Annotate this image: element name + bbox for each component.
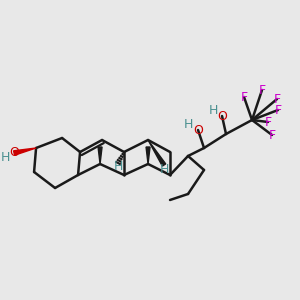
Text: H: H bbox=[208, 103, 218, 116]
Text: F: F bbox=[274, 103, 282, 116]
Polygon shape bbox=[14, 148, 36, 155]
Text: H: H bbox=[113, 160, 123, 173]
Text: H: H bbox=[159, 164, 169, 176]
Text: F: F bbox=[241, 91, 248, 103]
Text: H: H bbox=[0, 152, 10, 164]
Text: O: O bbox=[9, 146, 19, 160]
Text: H: H bbox=[183, 118, 193, 130]
Text: F: F bbox=[268, 128, 276, 142]
Text: F: F bbox=[258, 83, 266, 97]
Text: O: O bbox=[217, 110, 227, 122]
Text: F: F bbox=[264, 116, 272, 128]
Text: O: O bbox=[193, 124, 203, 136]
Polygon shape bbox=[98, 147, 102, 164]
Text: F: F bbox=[273, 92, 280, 106]
Polygon shape bbox=[146, 147, 150, 164]
Polygon shape bbox=[148, 140, 166, 166]
